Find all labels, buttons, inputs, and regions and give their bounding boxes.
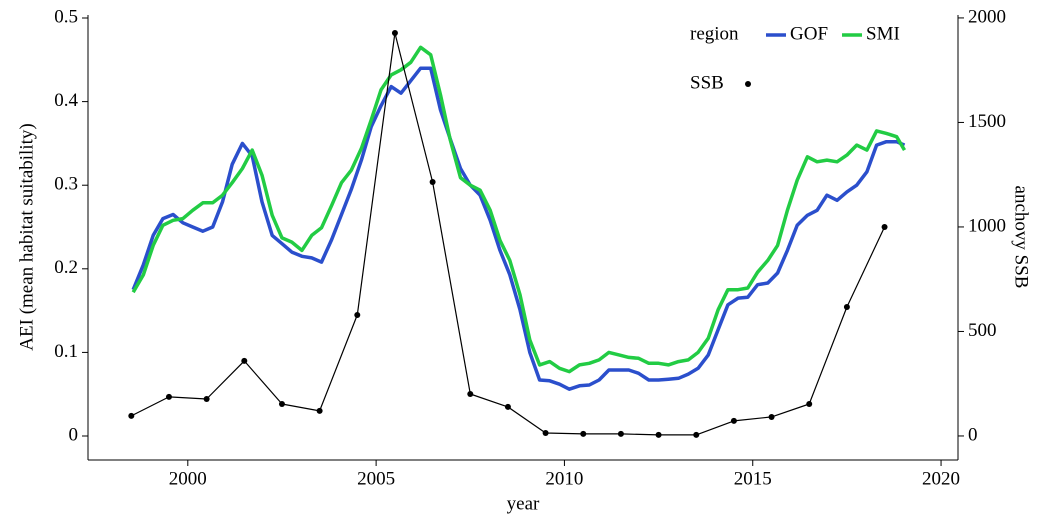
ssb-point (391, 29, 398, 36)
ssb-point (580, 430, 587, 437)
ssb-point (768, 413, 775, 420)
ssb-point (278, 400, 285, 407)
x-tick-label: 2000 (169, 468, 207, 489)
x-tick-label: 2015 (734, 468, 772, 489)
y-tick-label: 0.4 (54, 90, 78, 111)
y2-tick-label: 1500 (968, 111, 1006, 132)
y2-tick-label: 2000 (968, 6, 1006, 27)
y-tick-label: 0.2 (54, 257, 78, 278)
ssb-point (504, 403, 511, 410)
x-axis-label: year (507, 493, 540, 514)
ssb-point (693, 431, 700, 438)
ssb-point (165, 393, 172, 400)
x-tick-label: 2005 (357, 468, 395, 489)
ssb-point (617, 430, 624, 437)
legend-title: region (690, 23, 739, 44)
series-line (131, 66, 906, 391)
legend-label: SMI (866, 23, 900, 44)
ssb-point (843, 303, 850, 310)
y-tick-label: 0 (69, 424, 79, 445)
series-line (131, 32, 886, 436)
y-tick-label: 0.3 (54, 174, 78, 195)
x-tick-label: 2010 (545, 468, 583, 489)
ssb-point (806, 400, 813, 407)
ssb-point (203, 395, 210, 402)
x-tick-label: 2020 (922, 468, 960, 489)
ssb-point (241, 357, 248, 364)
y2-axis-label: anchovy SSB (1011, 186, 1032, 289)
legend-label: SSB (690, 72, 724, 93)
y-axis-label: AEI (mean habitat suitability) (16, 123, 37, 350)
ssb-point (316, 407, 323, 414)
ssb-point (429, 179, 436, 186)
ssb-point (655, 431, 662, 438)
y-tick-label: 0.5 (54, 6, 78, 27)
ssb-point (881, 223, 888, 230)
y2-tick-label: 500 (968, 320, 997, 341)
ssb-point (542, 430, 549, 437)
legend-label: GOF (790, 23, 828, 44)
y2-tick-label: 0 (968, 424, 978, 445)
series-line (131, 45, 907, 374)
y-tick-label: 0.1 (54, 341, 78, 362)
ssb-point (128, 412, 135, 419)
ssb-point (354, 311, 361, 318)
ssb-point (467, 390, 474, 397)
ssb-point (730, 417, 737, 424)
legend-swatch (745, 81, 751, 87)
y2-tick-label: 1000 (968, 215, 1006, 236)
